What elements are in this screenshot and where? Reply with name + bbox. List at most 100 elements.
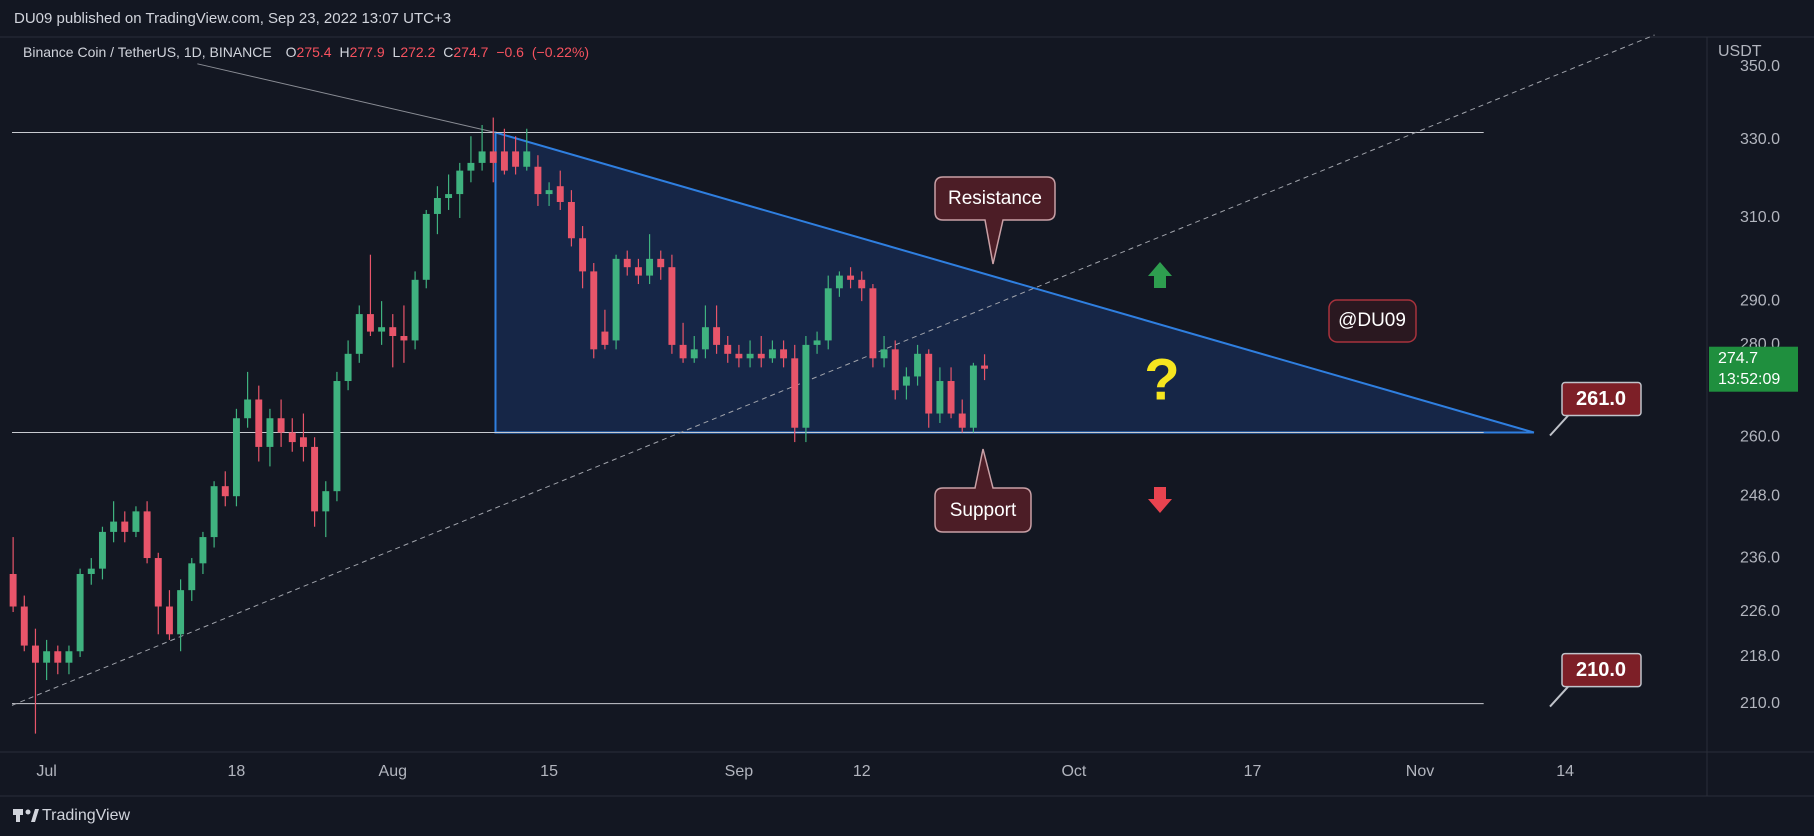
candle-body [322, 491, 330, 512]
candle-body [634, 267, 642, 276]
candle-body [165, 606, 173, 635]
candle-body [20, 606, 28, 646]
candle-body [76, 573, 84, 652]
candle-body [824, 288, 832, 341]
candle-body [143, 511, 151, 559]
label-pointer [1549, 412, 1571, 437]
candle-body [288, 432, 296, 443]
price-label-box [1561, 381, 1642, 417]
x-tick-label: Jul [36, 763, 56, 780]
y-tick-label: 248.0 [1740, 487, 1780, 504]
candle-body [132, 511, 140, 532]
candle-body [567, 201, 575, 239]
x-tick-label: Oct [1061, 763, 1086, 780]
price-label: 210.0 [1576, 659, 1626, 681]
logo-part [25, 809, 31, 815]
question-mark: ? [1144, 347, 1179, 412]
candle-body [701, 327, 709, 350]
candle-body [724, 344, 732, 354]
candle-body [757, 353, 765, 359]
ohlc-label: L [393, 44, 401, 60]
candle-body [534, 166, 542, 195]
candle-body [556, 186, 564, 202]
brand: TradingView [42, 807, 130, 824]
price-label-box [1561, 652, 1642, 688]
candle-body [400, 336, 408, 341]
candle-body [467, 162, 475, 171]
candle-body [65, 651, 73, 663]
candle-body [869, 288, 877, 359]
candle-body [802, 344, 810, 428]
candle-body [154, 558, 162, 607]
footer-logo [13, 809, 39, 822]
candle-body [344, 353, 352, 382]
candle-body [366, 314, 374, 332]
candle-body [110, 521, 118, 532]
x-tick-label: Nov [1406, 763, 1434, 780]
candle-body [87, 568, 95, 574]
ohlc-label: H [339, 44, 349, 60]
candle-body [735, 353, 743, 359]
candle-body [623, 258, 631, 268]
price-label: 261.0 [1576, 388, 1626, 410]
candle-body [601, 331, 609, 345]
label-pointer [1549, 683, 1571, 708]
legend: Binance Coin / TetherUS, 1D, BINANCE O 27… [23, 44, 589, 60]
ohlc-value: 274.7 [453, 44, 488, 60]
y-tick-label: 290.0 [1740, 292, 1780, 309]
candle-body [299, 437, 307, 447]
candle-body [433, 198, 441, 214]
candle-body [199, 537, 207, 564]
candle-body [188, 563, 196, 591]
candle-body [355, 314, 363, 354]
callout-box [934, 176, 1056, 265]
candle-body [478, 151, 486, 163]
candle-body [512, 151, 520, 167]
candle-body [914, 353, 922, 377]
candle-body [902, 376, 910, 386]
candle-body [791, 358, 799, 428]
x-tick-label: 15 [540, 763, 558, 780]
candle-body [31, 645, 39, 663]
candle-body [411, 279, 419, 341]
candle-body [958, 413, 966, 428]
gray-line [197, 63, 496, 133]
candle-body [177, 590, 185, 635]
candle-body [947, 381, 955, 414]
candle-body [679, 344, 687, 359]
countdown: 13:52:09 [1718, 371, 1780, 388]
candle-body [500, 151, 508, 171]
candle-body [422, 213, 430, 280]
candle-body [277, 418, 285, 433]
y-tick-label: 236.0 [1740, 549, 1780, 566]
axis-header-bg [1708, 38, 1814, 70]
candle-body [612, 258, 620, 341]
logo-part [16, 815, 20, 822]
y-tick-label: 310.0 [1740, 209, 1780, 226]
candle-body [9, 573, 17, 607]
watermark: @DU09 [1338, 310, 1406, 331]
ohlc-value: 272.2 [400, 44, 435, 60]
candle-body [891, 349, 899, 391]
last-price: 274.7 [1718, 350, 1758, 367]
change: −0.6 [496, 44, 524, 60]
candle-body [746, 353, 754, 359]
change-pct: (−0.22%) [532, 44, 589, 60]
symbol: Binance Coin / TetherUS, 1D, BINANCE [23, 44, 272, 60]
y-tick-label: 226.0 [1740, 603, 1780, 620]
x-tick-label: Sep [725, 763, 754, 780]
candle-body [858, 279, 866, 289]
logo-part [31, 809, 39, 822]
x-tick-label: Aug [379, 763, 407, 780]
candle-body [266, 418, 274, 447]
ohlc-label: O [286, 44, 297, 60]
candle-body [590, 271, 598, 350]
y-tick-label: 330.0 [1740, 131, 1780, 148]
candle-body [713, 327, 721, 345]
candle-body [121, 521, 129, 532]
candle-body [456, 170, 464, 195]
x-tick-label: 14 [1556, 763, 1574, 780]
